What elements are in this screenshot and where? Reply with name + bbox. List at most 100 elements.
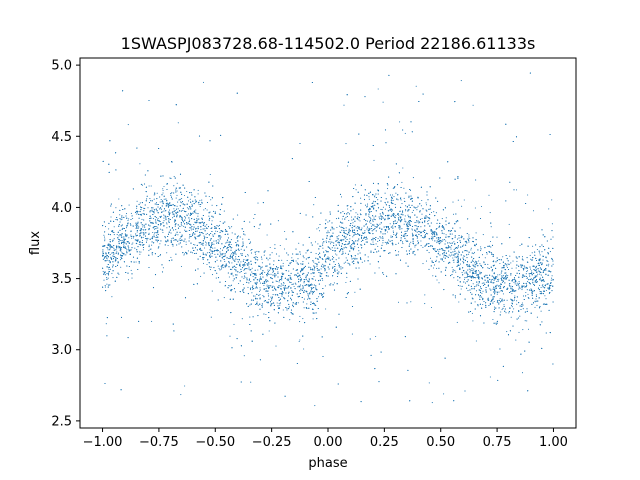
data-point <box>155 217 157 219</box>
data-point <box>266 286 268 288</box>
data-point <box>128 218 130 220</box>
data-point <box>278 255 280 257</box>
data-point <box>410 241 412 243</box>
data-point <box>150 185 152 187</box>
data-point <box>375 243 377 245</box>
data-point <box>425 202 427 204</box>
data-point <box>342 222 344 224</box>
data-point <box>522 308 524 310</box>
data-point <box>299 276 301 279</box>
data-point <box>531 271 533 273</box>
data-point <box>355 189 357 191</box>
data-point <box>127 279 130 281</box>
data-point <box>147 207 149 209</box>
data-point <box>187 200 190 202</box>
data-point <box>513 281 515 283</box>
data-point <box>478 282 480 284</box>
data-point <box>139 163 141 165</box>
data-point <box>397 242 400 244</box>
data-point <box>532 245 534 247</box>
data-point <box>391 194 394 196</box>
data-point <box>231 272 233 274</box>
data-point <box>511 293 513 295</box>
data-point <box>369 243 372 245</box>
data-point <box>443 233 445 235</box>
data-point <box>516 260 518 262</box>
data-point <box>411 228 413 230</box>
data-point <box>414 246 416 248</box>
data-point <box>338 235 340 237</box>
data-point <box>476 276 478 278</box>
data-point <box>499 297 501 300</box>
data-point <box>420 245 422 247</box>
data-point <box>368 228 370 230</box>
data-point <box>159 224 162 226</box>
data-point <box>125 213 128 215</box>
data-point <box>502 293 504 295</box>
data-point <box>366 220 368 222</box>
data-point <box>341 229 343 231</box>
data-point <box>104 240 106 242</box>
data-point <box>504 263 506 265</box>
data-point <box>457 199 459 201</box>
data-point <box>358 250 360 252</box>
data-point <box>128 204 130 206</box>
data-point <box>303 289 305 291</box>
chart-title: 1SWASPJ083728.68-114502.0 Period 22186.6… <box>121 34 536 53</box>
data-point <box>313 261 315 263</box>
data-point <box>406 230 408 232</box>
data-point <box>405 205 407 207</box>
data-point <box>323 264 325 266</box>
data-point <box>244 234 246 236</box>
data-point <box>550 257 553 259</box>
data-point <box>497 279 499 281</box>
data-point <box>358 219 360 221</box>
data-point <box>530 278 533 280</box>
data-point <box>436 267 438 269</box>
data-point <box>183 254 185 256</box>
data-point <box>539 254 541 256</box>
data-point <box>462 261 464 263</box>
data-point <box>377 240 379 242</box>
data-point <box>137 239 139 241</box>
data-point <box>179 237 181 240</box>
data-point <box>351 333 353 335</box>
data-point <box>136 231 138 233</box>
data-point <box>394 234 397 236</box>
data-point <box>212 234 214 236</box>
data-point <box>368 196 370 198</box>
data-point <box>148 244 150 246</box>
data-point <box>352 236 354 238</box>
data-point <box>156 226 158 228</box>
data-point <box>391 209 394 211</box>
data-point <box>221 254 223 256</box>
data-point <box>491 278 493 280</box>
data-point <box>506 331 508 333</box>
data-point <box>381 216 383 218</box>
data-point <box>156 192 158 194</box>
data-point <box>359 233 361 236</box>
data-point <box>121 252 123 254</box>
data-point <box>338 244 341 247</box>
data-point <box>485 281 487 283</box>
data-point <box>229 257 231 259</box>
data-point <box>119 214 121 216</box>
data-point <box>121 216 123 218</box>
data-point <box>386 231 389 233</box>
data-point <box>378 267 380 269</box>
data-point <box>418 231 421 233</box>
data-point <box>345 257 347 259</box>
data-point <box>428 382 430 384</box>
data-point <box>490 301 492 303</box>
data-point <box>231 268 233 270</box>
data-point <box>230 239 232 241</box>
data-point <box>196 219 198 221</box>
data-point <box>216 242 218 244</box>
data-point <box>295 269 297 271</box>
data-point <box>266 234 268 236</box>
data-point <box>314 279 317 281</box>
data-point <box>275 345 277 347</box>
data-point <box>173 176 175 178</box>
data-point <box>452 257 454 259</box>
data-point <box>404 132 406 134</box>
